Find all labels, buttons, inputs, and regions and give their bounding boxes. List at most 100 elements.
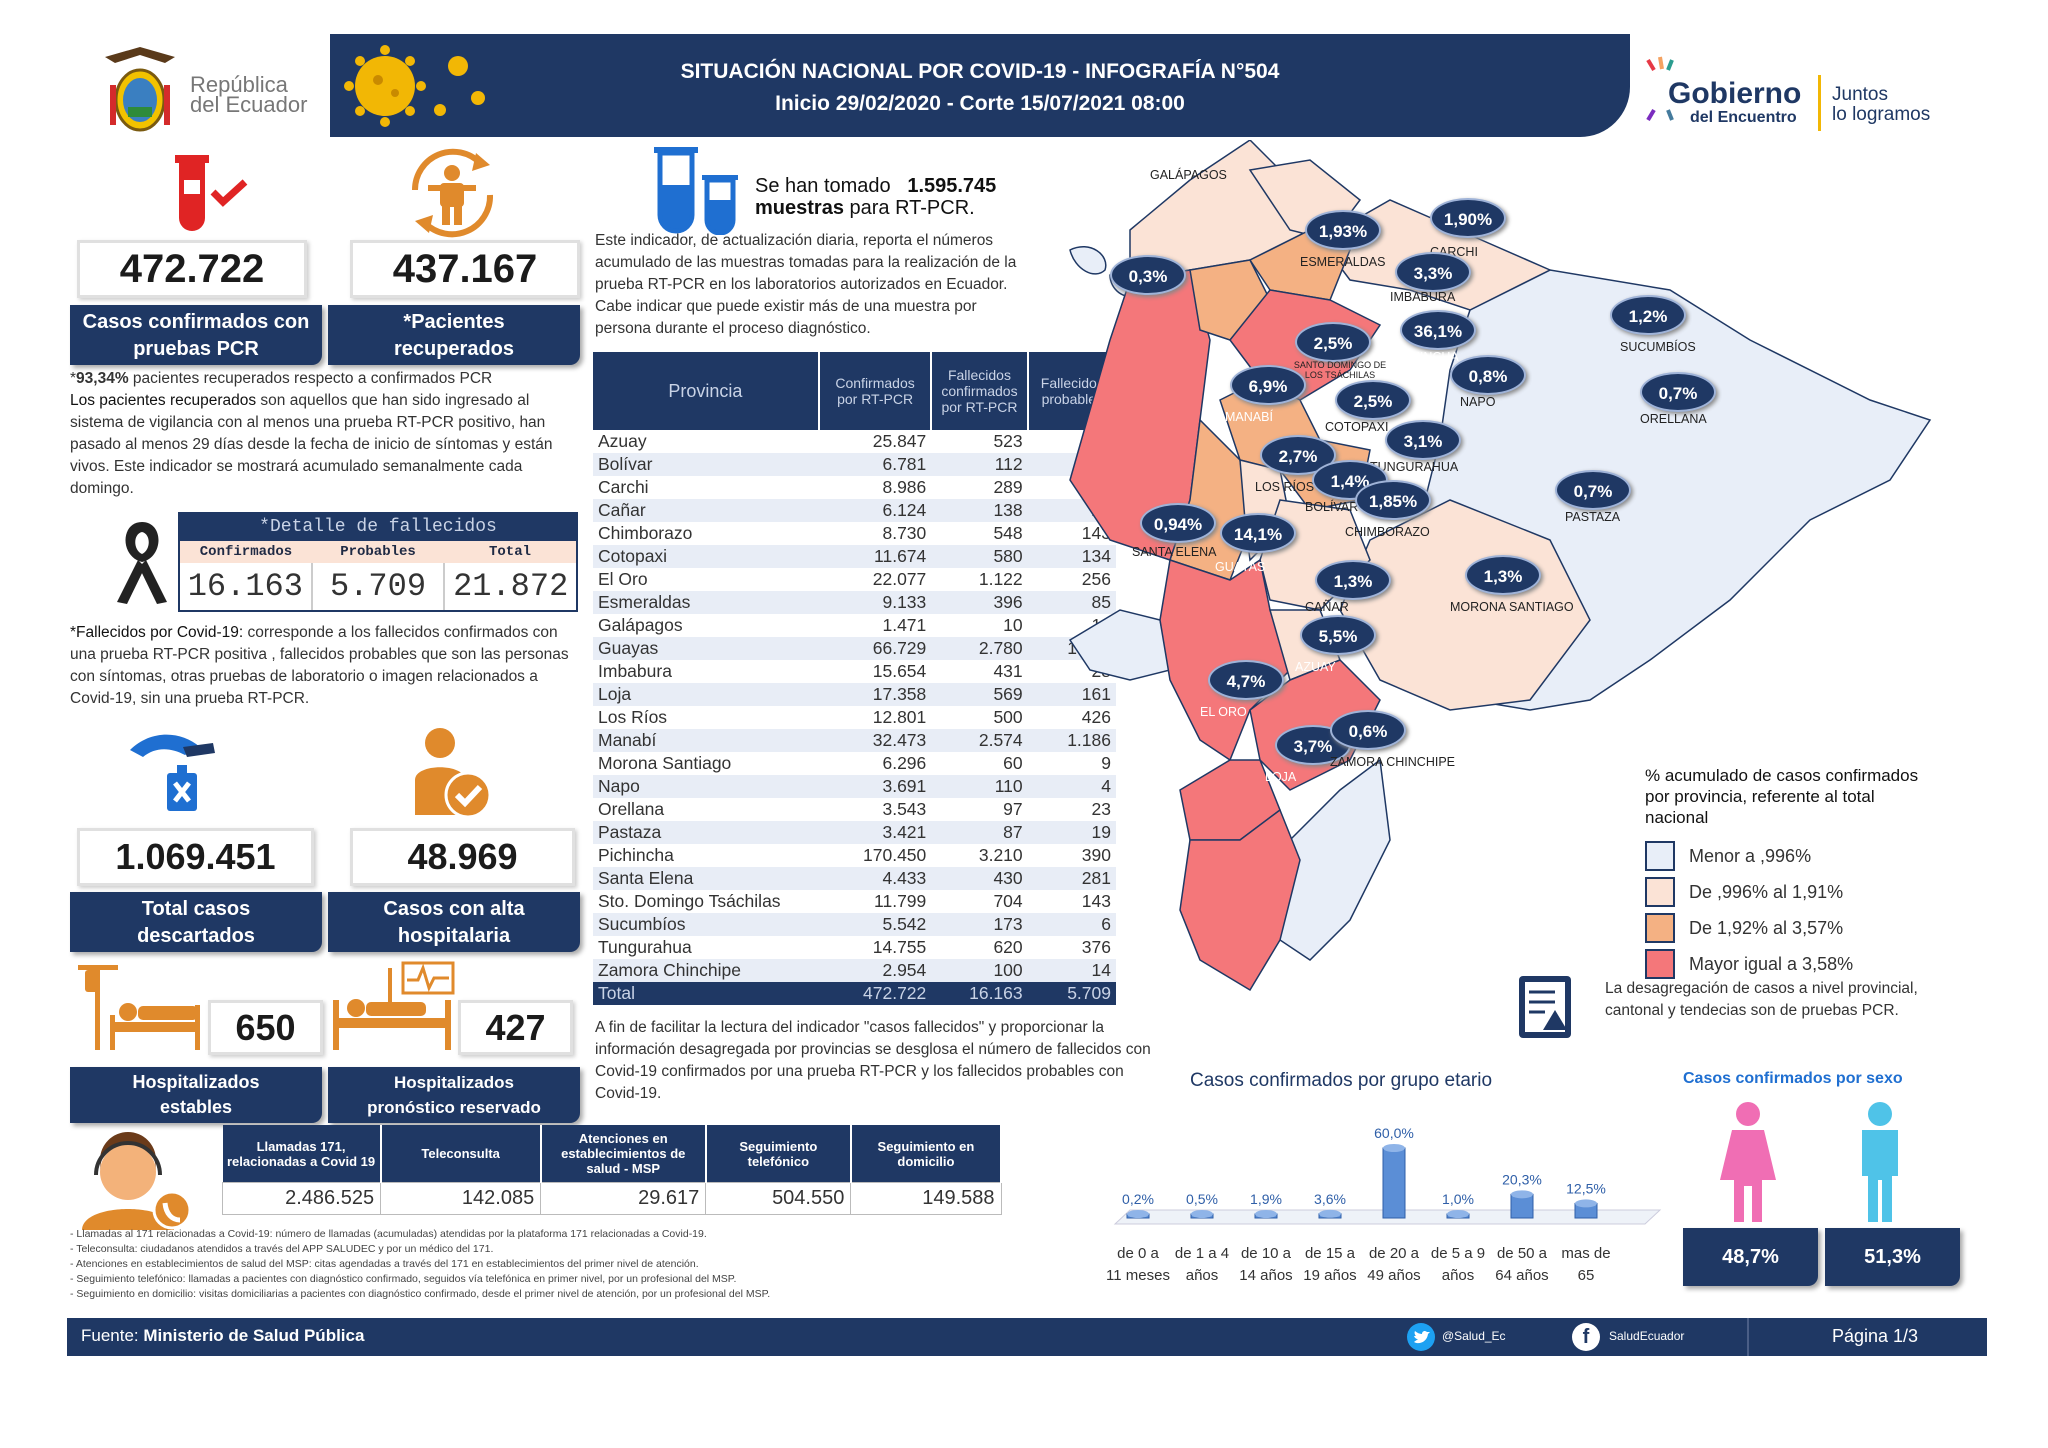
province-name-label: TUNGURAHUA (1370, 460, 1459, 474)
province-name-label: SUCUMBÍOS (1620, 340, 1696, 354)
province-name-label: PICHINCHA (1390, 350, 1459, 364)
phone-followup-value: 504.550 (705, 1182, 852, 1215)
table-row: Manabí 32.473 2.574 1.186 (593, 729, 1116, 752)
legend-swatch (1645, 949, 1675, 979)
province-name-label: GUAYAS (1215, 560, 1266, 574)
province-name-label: BOLÍVAR (1305, 500, 1359, 514)
male-pct: 51,3% (1825, 1228, 1960, 1286)
province-pct-bubble: 1,90% (1430, 198, 1506, 238)
age-data-label: 12,5% (1566, 1180, 1606, 1196)
province-name-label: SANTO DOMINGO DE LOS TSÁCHILAS (1293, 360, 1387, 380)
province-name-label: IMBABURA (1390, 290, 1456, 304)
age-data-label: 0,2% (1122, 1191, 1154, 1207)
hospital-bed-iv-icon (70, 960, 205, 1055)
province-pct-bubble: 1,3% (1465, 555, 1541, 595)
recovered-note: *93,34% pacientes recuperados respecto a… (70, 370, 553, 497)
recovered-label: *Pacientes recuperados (328, 305, 580, 365)
table-row: Napo 3.691 110 4 (593, 775, 1116, 798)
province-pct-bubble: 3,3% (1395, 252, 1471, 292)
deaths-detail-title: *Detalle de fallecidos (180, 514, 576, 541)
sex-chart-title: Casos confirmados por sexo (1683, 1070, 1903, 1087)
province-name-label: GALÁPAGOS (1150, 168, 1227, 182)
virus-icon (340, 38, 500, 133)
legend-item: De ,996% al 1,91% (1645, 874, 1965, 910)
table-row: Morona Santiago 6.296 60 9 (598, 753, 1111, 773)
legend-item: Menor a ,996% (1645, 838, 1965, 874)
twitter-handle[interactable]: @Salud_Ec (1442, 1329, 1506, 1343)
province-pct-bubble: 4,7% (1208, 660, 1284, 700)
table-row: Sucumbíos 5.542 173 6 (593, 913, 1116, 936)
province-name-label: ZAMORA CHINCHIPE (1330, 755, 1456, 769)
province-pct-bubble: 1,93% (1305, 210, 1381, 250)
table-row: Cotopaxi 11.674 580 134 (593, 545, 1116, 568)
age-category-label: de 20 a 49 años (1367, 1245, 1420, 1284)
discarded-value: 1.069.451 (77, 828, 314, 886)
age-data-label: 3,6% (1314, 1191, 1346, 1207)
region-santa-elena (1068, 609, 1171, 681)
discharged-label: Casos con alta hospitalaria (328, 892, 580, 952)
province-pct-bubble: 6,9% (1230, 365, 1306, 405)
samples-note: Este indicador, de actualización diaria,… (595, 232, 1017, 337)
discharged-value: 48.969 (350, 828, 575, 886)
deaths-detail-card: *Detalle de fallecidos Confirmados Proba… (178, 512, 578, 612)
province-pct-bubble: 3,1% (1385, 420, 1461, 460)
facebook-handle[interactable]: SaludEcuador (1609, 1329, 1685, 1343)
province-pct-bubble: 14,1% (1220, 513, 1296, 553)
discarded-label: Total casos descartados (70, 892, 322, 952)
mourning-ribbon-icon (105, 512, 180, 607)
legend-swatch (1645, 913, 1675, 943)
table-row: Zamora Chinchipe 2.954 100 14 (593, 959, 1116, 982)
age-category-label: mas de 65 (1561, 1245, 1610, 1284)
region-zamora (1269, 758, 1391, 961)
age-bar-top (1511, 1190, 1533, 1199)
province-name-label: ESMERALDAS (1300, 255, 1386, 269)
province-pct-bubble: 0,94% (1140, 503, 1216, 543)
home-followup-value: 149.588 (850, 1182, 1002, 1215)
region-loja (1179, 808, 1301, 992)
twitter-icon[interactable] (1407, 1323, 1435, 1351)
test-tubes-icon (650, 145, 745, 236)
hospital-bed-monitor-icon (328, 960, 458, 1055)
table-row: Los Ríos 12.801 500 426 (598, 707, 1111, 727)
legend-item: Mayor igual a 3,58% (1645, 946, 1965, 982)
female-pct: 48,7% (1683, 1228, 1818, 1286)
province-name-label: CHIMBORAZO (1345, 525, 1430, 539)
province-name-label: PASTAZA (1565, 510, 1621, 524)
legend-item: De 1,92% al 3,57% (1645, 910, 1965, 946)
calls-171-value: 2.486.525 (221, 1182, 382, 1215)
map-legend-note: La desagregación de casos a nivel provin… (1605, 980, 1918, 1019)
hand-x-icon (125, 725, 225, 825)
republic-logo-text: República del Ecuador (190, 72, 308, 117)
age-category-label: de 50 a 64 años (1495, 1245, 1548, 1284)
table-row: Sto. Domingo Tsáchilas 11.799 704 143 (598, 891, 1111, 911)
table-row: Loja 17.358 569 161 (593, 683, 1116, 706)
confirmed-cases-label: Casos confirmados con pruebas PCR (70, 305, 322, 365)
age-group-bar-chart: 0,2% de 0 a 11 meses 0,5% de 1 a 4 años 1,9% de… (1106, 1125, 1662, 1284)
province-name-label: COTOPAXI (1325, 420, 1389, 434)
map-legend-title: % acumulado de casos confirmados por pro… (1645, 766, 1919, 827)
age-category-label: de 1 a 4 años (1175, 1245, 1229, 1284)
female-icon (1718, 1100, 1778, 1225)
province-pct-bubble: 1,3% (1315, 560, 1391, 600)
province-name-label: MANABÍ (1225, 410, 1273, 424)
ecuador-provinces-map: 0,3% GALÁPAGOS 1,93% ESMERALDAS 1,90% CARCHI 3… (1050, 140, 2000, 1060)
province-pct-bubble: 0,8% (1450, 355, 1526, 395)
gobierno-del-encuentro-logo: Gobierno del Encuentro Juntos lo logramo… (1640, 55, 1980, 135)
province-pct-bubble: 1,2% (1610, 295, 1686, 335)
discharged-person-check-icon (410, 725, 500, 825)
footer-bar: Fuente: Ministerio de Salud Pública @Sal… (67, 1318, 1987, 1356)
table-row: Pastaza 3.421 87 19 (593, 821, 1116, 844)
legend-swatch (1645, 841, 1675, 871)
province-name-label: AZUAY (1295, 660, 1336, 674)
msp-attentions-value: 29.617 (540, 1182, 707, 1215)
deaths-total-value: 21.872 (453, 568, 569, 605)
age-data-label: 0,5% (1186, 1191, 1218, 1207)
province-name-label: LOJA (1265, 770, 1297, 784)
facebook-icon[interactable]: f (1572, 1323, 1600, 1351)
age-category-label: de 5 a 9 años (1431, 1245, 1485, 1284)
